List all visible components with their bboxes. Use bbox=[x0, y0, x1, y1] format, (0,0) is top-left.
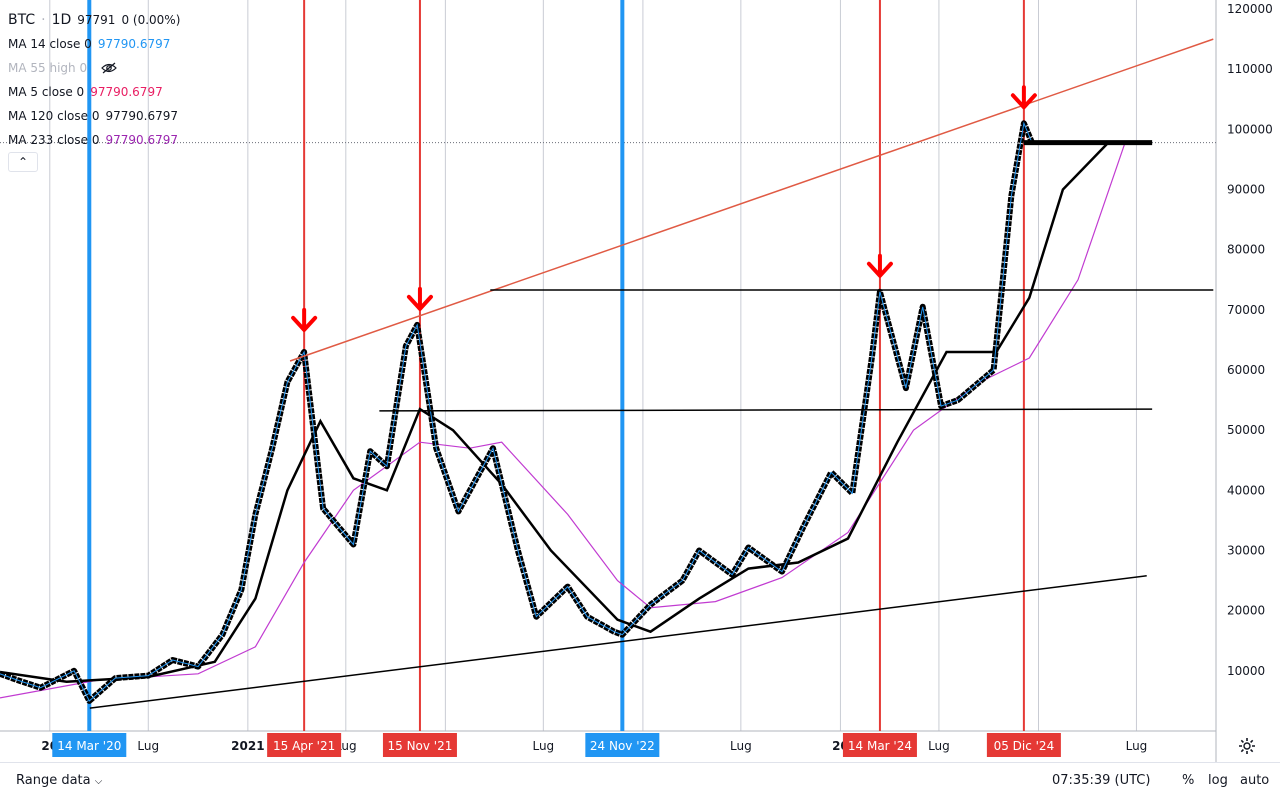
price-tick-label: 50000 bbox=[1227, 423, 1265, 437]
date-marker-badge[interactable] bbox=[382, 733, 457, 757]
price-tick-label: 90000 bbox=[1227, 183, 1265, 197]
range-label: Range data bbox=[16, 773, 91, 788]
indicator-value: 97790.6797 bbox=[105, 109, 178, 123]
time-tick-label: Lug bbox=[532, 739, 554, 753]
trendline[interactable] bbox=[379, 408, 1153, 412]
indicator-row-ma55[interactable]: MA 55 high 0 bbox=[8, 56, 186, 80]
price-tick-label: 110000 bbox=[1227, 62, 1273, 76]
down-arrow-icon bbox=[1010, 85, 1037, 110]
date-marker-badge[interactable] bbox=[585, 733, 660, 757]
price-tick-label: 60000 bbox=[1227, 363, 1265, 377]
price-change: 0 (0.00%) bbox=[121, 13, 181, 27]
price-tick-label: 20000 bbox=[1227, 604, 1265, 618]
indicator-name: MA 5 close 0 bbox=[8, 85, 85, 99]
indicator-value: 97790.6797 bbox=[105, 133, 178, 147]
price-tick-label: 120000 bbox=[1227, 2, 1273, 16]
chevron-down-icon: ⌵ bbox=[94, 776, 103, 787]
time-tick-label: Lug bbox=[928, 739, 950, 753]
price-tick-label: 80000 bbox=[1227, 243, 1265, 257]
date-marker-badge[interactable] bbox=[986, 733, 1061, 757]
indicator-row-ma120[interactable]: MA 120 close 0 97790.6797 bbox=[8, 104, 186, 128]
date-marker-badge[interactable] bbox=[842, 733, 917, 757]
price-tick-label: 10000 bbox=[1227, 664, 1265, 678]
time-tick-label: Lug bbox=[1126, 739, 1148, 753]
percent-scale-toggle[interactable]: % bbox=[1182, 773, 1195, 788]
price-tick-label: 100000 bbox=[1227, 122, 1273, 136]
utc-clock[interactable]: 07:35:39 (UTC) bbox=[1052, 773, 1151, 788]
interval-label[interactable]: 1D bbox=[51, 12, 72, 28]
time-tick-label: Lug bbox=[730, 739, 752, 753]
date-marker-badge[interactable] bbox=[52, 733, 127, 757]
ma233-line[interactable] bbox=[0, 142, 1126, 699]
date-marker-label: 24 Nov '22 bbox=[590, 739, 655, 753]
down-arrow-icon bbox=[866, 253, 893, 278]
down-arrow-icon bbox=[291, 307, 318, 332]
date-marker-label: 14 Mar '20 bbox=[57, 739, 121, 753]
price-tick-label: 70000 bbox=[1227, 303, 1265, 317]
indicator-row-ma233[interactable]: MA 233 close 0 97790.6797 bbox=[8, 128, 186, 152]
hidden-eye-icon[interactable] bbox=[101, 62, 117, 74]
date-marker-badge[interactable] bbox=[267, 733, 342, 757]
date-marker-label: 14 Mar '24 bbox=[848, 739, 912, 753]
indicator-name: MA 233 close 0 bbox=[8, 133, 100, 147]
indicator-value: 97790.6797 bbox=[90, 85, 163, 99]
log-scale-toggle[interactable]: log bbox=[1208, 773, 1228, 788]
date-marker-label: 05 Dic '24 bbox=[994, 739, 1055, 753]
price-tick-label: 30000 bbox=[1227, 544, 1265, 558]
chart-legend: BTC · 1D 97791 0 (0.00%) MA 14 close 0 9… bbox=[8, 8, 186, 152]
price-line[interactable] bbox=[0, 120, 1035, 704]
trendline[interactable] bbox=[89, 575, 1147, 709]
last-price: 97791 bbox=[77, 13, 116, 27]
down-arrow-icon bbox=[406, 286, 433, 311]
bottom-toolbar: Range data ⌵ 07:35:39 (UTC) % log auto bbox=[0, 762, 1280, 801]
range-data-button[interactable]: Range data ⌵ bbox=[16, 773, 102, 788]
time-tick-label: 2021 bbox=[231, 739, 264, 753]
date-marker-label: 15 Nov '21 bbox=[387, 739, 452, 753]
ma14-line bbox=[0, 121, 1033, 702]
indicator-row-ma14[interactable]: MA 14 close 0 97790.6797 bbox=[8, 32, 186, 56]
indicator-name: MA 120 close 0 bbox=[8, 109, 100, 123]
price-tick-label: 40000 bbox=[1227, 483, 1265, 497]
symbol-row[interactable]: BTC · 1D 97791 0 (0.00%) bbox=[8, 8, 186, 32]
collapse-legend-button[interactable]: ⌃ bbox=[8, 152, 38, 172]
chevron-up-icon: ⌃ bbox=[17, 155, 29, 169]
interval-separator: · bbox=[41, 12, 46, 28]
indicator-value: 97790.6797 bbox=[97, 37, 171, 51]
indicator-name: MA 55 high 0 bbox=[8, 61, 88, 75]
indicator-name: MA 14 close 0 bbox=[8, 37, 92, 51]
ma120-line[interactable] bbox=[0, 141, 1110, 683]
indicator-row-ma5[interactable]: MA 5 close 0 97790.6797 bbox=[8, 80, 186, 104]
symbol-name: BTC bbox=[8, 12, 36, 28]
date-marker-label: 15 Apr '21 bbox=[273, 739, 335, 753]
price-chart[interactable]: 10000 20000 30000 40000 50000 60000 70000 80000… bbox=[0, 0, 1280, 762]
time-tick-label: Lug bbox=[137, 739, 159, 753]
auto-scale-toggle[interactable]: auto bbox=[1240, 773, 1270, 788]
trendline[interactable] bbox=[289, 38, 1214, 362]
settings-gear-icon[interactable] bbox=[1237, 736, 1257, 756]
